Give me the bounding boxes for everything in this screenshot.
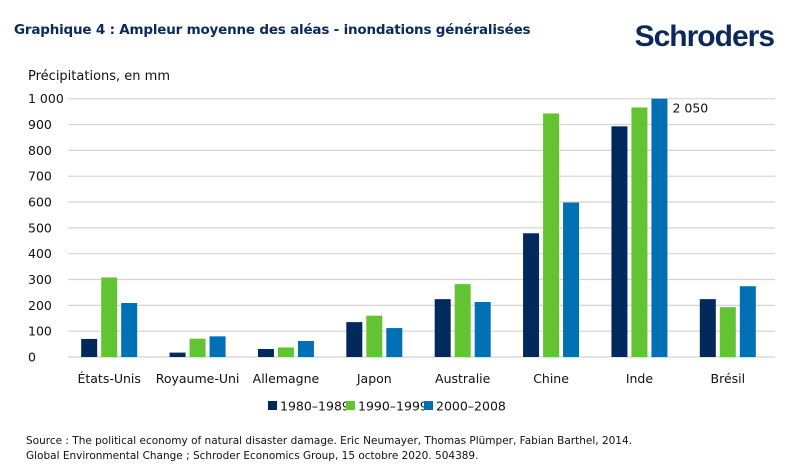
y-tick-label: 0 [28,350,36,365]
legend-label: 1980–1989 [280,399,350,414]
y-tick-label: 300 [28,272,52,287]
bar-2000–2008 [121,303,138,357]
x-tick-label: Brésil [711,371,746,386]
bar-1980–1989 [523,233,540,357]
bar-2000–2008 [651,98,668,357]
bar-1990–1999 [543,113,560,358]
bar-1980–1989 [699,299,716,357]
y-axis-label: Précipitations, en mm [28,69,170,84]
y-tick-label: 1 000 [28,91,64,106]
source-note: Source : The political economy of natura… [26,434,632,464]
y-tick-label: 900 [28,117,52,132]
legend-label: 2000–2008 [436,399,506,414]
source-line-2: Global Environmental Change ; Schroder E… [26,450,479,462]
x-tick-label: Royaume-Uni [156,371,240,386]
y-tick-label: 600 [28,195,52,210]
legend-swatch [424,401,433,410]
x-tick-label: Allemagne [253,371,320,386]
bar-1990–1999 [366,315,383,357]
bar-1980–1989 [169,352,186,357]
bar-1990–1999 [719,307,736,357]
x-tick-label: Inde [626,371,654,386]
bar-2000–2008 [386,328,403,357]
bar-1980–1989 [611,126,628,357]
y-tick-label: 100 [28,324,52,339]
x-tick-label: Chine [533,371,569,386]
bar-1990–1999 [277,347,294,357]
bar-1980–1989 [434,299,451,357]
bar-1990–1999 [101,277,118,357]
schroders-logo: Schroders [634,20,775,53]
bar-1980–1989 [81,338,98,357]
y-tick-label: 700 [28,169,52,184]
bar-1980–1989 [257,348,274,357]
x-tick-label: États-Unis [77,371,140,386]
y-tick-label: 400 [28,246,52,261]
x-tick-label: Japon [356,371,392,386]
y-tick-label: 500 [28,220,52,235]
bar-2000–2008 [739,286,756,357]
bar-2000–2008 [209,336,226,357]
bar-1990–1999 [189,338,206,357]
data-label: 2 050 [672,101,708,116]
legend-swatch [268,401,277,410]
bar-1990–1999 [631,107,648,357]
y-tick-label: 200 [28,298,52,313]
y-tick-label: 800 [28,143,52,158]
bar-2000–2008 [474,301,491,357]
bar-1980–1989 [346,322,363,357]
bar-2000–2008 [563,202,580,357]
chart-title: Graphique 4 : Ampleur moyenne des aléas … [14,22,531,38]
source-line-1: Source : The political economy of natura… [26,435,633,447]
legend-swatch [346,401,355,410]
legend-label: 1990–1999 [358,399,428,414]
bar-1990–1999 [454,284,471,357]
bar-2000–2008 [297,340,314,357]
x-tick-label: Australie [435,371,491,386]
